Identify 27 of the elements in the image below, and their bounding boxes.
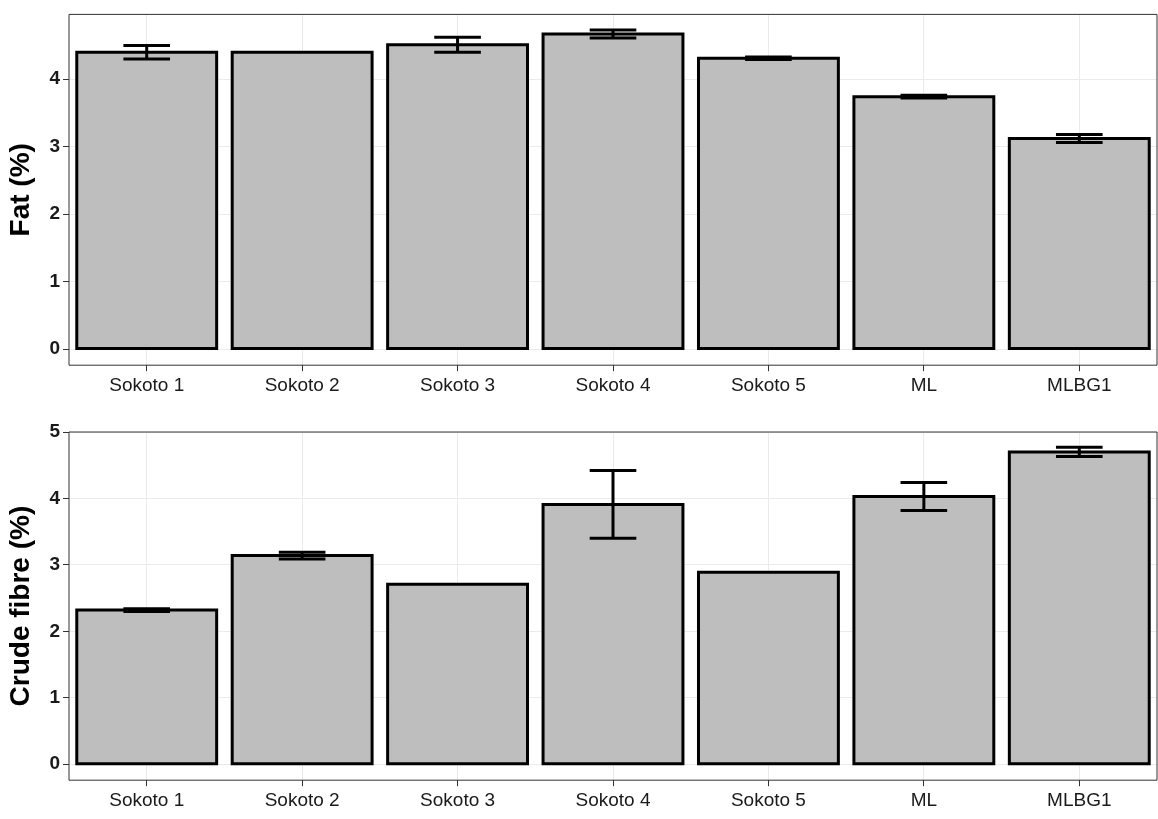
y-tick-label: 3	[49, 553, 60, 575]
x-tick-label: Sokoto 2	[264, 373, 340, 395]
x-tick-label: Sokoto 1	[109, 373, 185, 395]
y-tick-label: 2	[49, 202, 60, 224]
y-tick-label: 0	[49, 337, 60, 359]
x-tick-label: ML	[910, 788, 938, 810]
x-tick-label: Sokoto 4	[575, 788, 651, 810]
x-tick-label: Sokoto 2	[264, 788, 340, 810]
y-tick-label: 0	[49, 752, 60, 774]
y-tick-label: 1	[49, 686, 61, 708]
x-tick-label: Sokoto 1	[109, 788, 185, 810]
x-tick-label: Sokoto 5	[730, 788, 806, 810]
x-tick-label: Sokoto 3	[420, 373, 496, 395]
y-tick-label: 4	[49, 67, 61, 89]
y-axis-title: Crude fibre (%)	[3, 505, 35, 707]
y-tick-label: 1	[49, 269, 61, 291]
x-tick-label: MLBG1	[1047, 788, 1112, 810]
x-tick-label: Sokoto 3	[420, 788, 496, 810]
x-tick-label: Sokoto 5	[730, 373, 806, 395]
y-tick-label: 4	[49, 486, 61, 508]
y-tick-label: 2	[49, 619, 60, 641]
x-tick-label: MLBG1	[1047, 373, 1112, 395]
y-tick-label: 5	[49, 420, 61, 442]
y-axis-title: Fat (%)	[3, 143, 35, 237]
x-tick-label: Sokoto 4	[575, 373, 651, 395]
x-tick-label: ML	[910, 373, 938, 395]
y-tick-label: 3	[49, 134, 60, 156]
